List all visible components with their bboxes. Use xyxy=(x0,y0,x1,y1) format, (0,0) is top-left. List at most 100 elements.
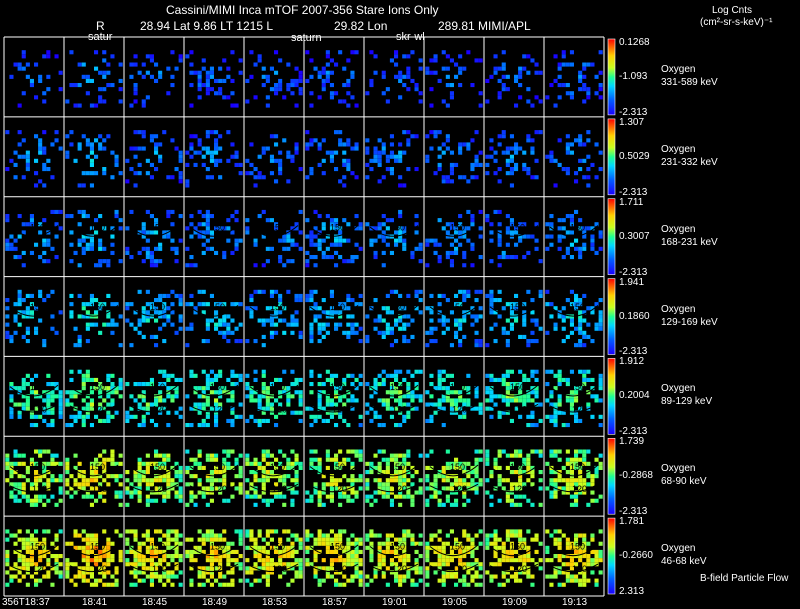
pixel xyxy=(530,537,535,542)
pixel xyxy=(445,558,450,563)
pixel xyxy=(530,414,535,419)
pixel xyxy=(329,562,334,567)
pixel xyxy=(85,545,90,550)
pixel xyxy=(497,298,502,303)
pixel xyxy=(489,146,494,151)
pixel xyxy=(54,566,59,571)
pixel xyxy=(141,470,146,475)
pixel xyxy=(286,289,291,294)
pixel xyxy=(110,574,115,579)
pixel xyxy=(354,146,359,151)
pixel xyxy=(197,222,202,227)
pixel xyxy=(377,318,382,323)
pixel xyxy=(201,549,206,554)
pixel xyxy=(346,578,351,583)
pixel xyxy=(249,482,254,487)
pixel xyxy=(410,494,415,499)
pixel xyxy=(342,494,347,499)
pixel xyxy=(509,461,514,466)
pixel xyxy=(418,99,423,104)
pixel xyxy=(553,183,558,188)
pixel xyxy=(269,293,274,298)
pixel xyxy=(545,545,550,550)
pixel xyxy=(406,54,411,59)
pixel xyxy=(29,218,34,223)
pixel xyxy=(85,494,90,499)
pixel xyxy=(549,470,554,475)
pixel xyxy=(317,490,322,495)
pixel xyxy=(9,406,14,411)
pixel xyxy=(21,138,26,143)
pixel xyxy=(369,78,374,83)
pixel xyxy=(493,457,498,462)
pixel xyxy=(534,238,539,243)
pixel xyxy=(158,537,163,542)
pixel xyxy=(425,66,430,71)
pixel xyxy=(385,373,390,378)
pixel xyxy=(46,558,51,563)
pixel xyxy=(253,175,258,180)
pixel xyxy=(58,146,63,151)
pixel xyxy=(389,310,394,315)
pixel xyxy=(425,558,430,563)
pixel xyxy=(358,449,363,454)
pixel xyxy=(441,554,446,559)
pixel xyxy=(290,91,295,96)
pixel xyxy=(282,554,287,559)
pixel xyxy=(77,461,82,466)
pixel xyxy=(385,537,390,542)
pixel xyxy=(189,537,194,542)
pixel xyxy=(205,214,210,219)
pixel xyxy=(354,490,359,495)
pixel xyxy=(89,398,94,403)
pixel xyxy=(485,490,490,495)
pixel xyxy=(590,533,595,538)
pixel xyxy=(305,293,310,298)
pixel xyxy=(445,390,450,395)
pixel xyxy=(350,578,355,583)
pixel xyxy=(253,457,258,462)
pixel xyxy=(485,398,490,403)
pixel xyxy=(582,62,587,67)
pixel xyxy=(5,537,10,542)
pixel xyxy=(449,558,454,563)
pixel xyxy=(13,318,18,323)
pixel xyxy=(557,226,562,231)
pixel xyxy=(98,95,103,100)
pixel xyxy=(106,418,111,423)
pixel xyxy=(253,554,258,559)
panel-r3-c7: 150 xyxy=(425,289,483,348)
pixel xyxy=(385,566,390,571)
pixel xyxy=(565,570,570,575)
pixel xyxy=(458,578,463,583)
pixel xyxy=(197,209,202,214)
pixel xyxy=(545,330,550,335)
pixel xyxy=(141,146,146,151)
pixel xyxy=(385,490,390,495)
pixel xyxy=(470,218,475,223)
pixel xyxy=(209,230,214,235)
pixel xyxy=(501,394,506,399)
pixel xyxy=(286,461,291,466)
pixel xyxy=(89,465,94,470)
pixel xyxy=(526,461,531,466)
pixel xyxy=(321,255,326,260)
pixel xyxy=(98,494,103,499)
pixel xyxy=(149,334,154,339)
pixel xyxy=(485,293,490,298)
pixel xyxy=(586,482,591,487)
pixel xyxy=(381,214,386,219)
pixel xyxy=(137,474,142,479)
pixel xyxy=(462,562,467,567)
pixel xyxy=(574,171,579,176)
pixel xyxy=(230,78,235,83)
contour-label: 150 xyxy=(570,462,585,472)
pixel xyxy=(398,502,403,507)
pixel xyxy=(25,537,30,542)
pixel xyxy=(325,410,330,415)
pixel xyxy=(381,558,386,563)
colorbar-row6 xyxy=(607,517,616,595)
pixel xyxy=(449,490,454,495)
pixel xyxy=(158,486,163,491)
pixel xyxy=(133,91,138,96)
